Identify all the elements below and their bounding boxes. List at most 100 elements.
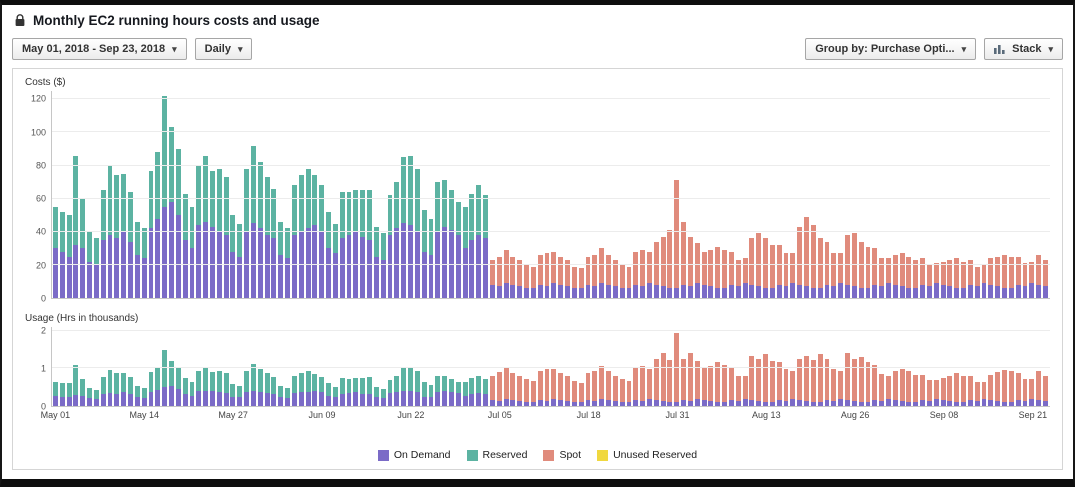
- bar[interactable]: [469, 327, 476, 406]
- bar[interactable]: [339, 327, 346, 406]
- bar[interactable]: [52, 327, 59, 406]
- bar[interactable]: [291, 327, 298, 406]
- bar[interactable]: [1042, 327, 1049, 406]
- bar[interactable]: [428, 327, 435, 406]
- bar[interactable]: [66, 327, 73, 406]
- bar[interactable]: [885, 91, 892, 298]
- bar[interactable]: [428, 91, 435, 298]
- bar[interactable]: [550, 327, 557, 406]
- bar[interactable]: [960, 91, 967, 298]
- bar[interactable]: [878, 91, 885, 298]
- bar[interactable]: [858, 91, 865, 298]
- bar[interactable]: [981, 91, 988, 298]
- bar[interactable]: [189, 91, 196, 298]
- bar[interactable]: [646, 327, 653, 406]
- bar[interactable]: [236, 91, 243, 298]
- bar[interactable]: [591, 91, 598, 298]
- bar[interactable]: [79, 327, 86, 406]
- bar[interactable]: [994, 327, 1001, 406]
- bar[interactable]: [748, 91, 755, 298]
- bar[interactable]: [578, 91, 585, 298]
- bar[interactable]: [728, 91, 735, 298]
- bar[interactable]: [182, 91, 189, 298]
- bar[interactable]: [332, 327, 339, 406]
- bar[interactable]: [503, 327, 510, 406]
- bar[interactable]: [346, 91, 353, 298]
- bar[interactable]: [578, 327, 585, 406]
- bar[interactable]: [414, 91, 421, 298]
- bar[interactable]: [748, 327, 755, 406]
- bar[interactable]: [421, 91, 428, 298]
- bar[interactable]: [940, 91, 947, 298]
- bar[interactable]: [735, 327, 742, 406]
- bar[interactable]: [851, 91, 858, 298]
- bar[interactable]: [352, 327, 359, 406]
- bar[interactable]: [632, 327, 639, 406]
- bar[interactable]: [127, 327, 134, 406]
- bar[interactable]: [1022, 327, 1029, 406]
- bar[interactable]: [851, 327, 858, 406]
- bar[interactable]: [509, 91, 516, 298]
- bar[interactable]: [653, 91, 660, 298]
- bar[interactable]: [509, 327, 516, 406]
- bar[interactable]: [564, 91, 571, 298]
- bar[interactable]: [284, 91, 291, 298]
- bar[interactable]: [400, 91, 407, 298]
- bar[interactable]: [462, 91, 469, 298]
- bar[interactable]: [817, 91, 824, 298]
- bar[interactable]: [366, 327, 373, 406]
- bar[interactable]: [475, 91, 482, 298]
- bar[interactable]: [946, 327, 953, 406]
- bar[interactable]: [803, 91, 810, 298]
- bar[interactable]: [346, 327, 353, 406]
- bar[interactable]: [148, 327, 155, 406]
- bar[interactable]: [987, 327, 994, 406]
- bar[interactable]: [387, 91, 394, 298]
- bar[interactable]: [366, 91, 373, 298]
- bar[interactable]: [933, 91, 940, 298]
- bar[interactable]: [93, 91, 100, 298]
- bar[interactable]: [687, 91, 694, 298]
- bar[interactable]: [202, 327, 209, 406]
- bar[interactable]: [824, 91, 831, 298]
- bar[interactable]: [407, 91, 414, 298]
- bar[interactable]: [619, 91, 626, 298]
- bar[interactable]: [762, 327, 769, 406]
- bar[interactable]: [783, 91, 790, 298]
- bar[interactable]: [516, 327, 523, 406]
- bar[interactable]: [557, 327, 564, 406]
- bar[interactable]: [475, 327, 482, 406]
- bar[interactable]: [202, 91, 209, 298]
- bar[interactable]: [311, 327, 318, 406]
- bar[interactable]: [298, 91, 305, 298]
- bar[interactable]: [530, 327, 537, 406]
- bar[interactable]: [687, 327, 694, 406]
- bar[interactable]: [482, 327, 489, 406]
- bar[interactable]: [113, 91, 120, 298]
- bar[interactable]: [667, 327, 674, 406]
- bar[interactable]: [230, 327, 237, 406]
- bar[interactable]: [946, 91, 953, 298]
- bar[interactable]: [981, 327, 988, 406]
- bar[interactable]: [585, 327, 592, 406]
- bar[interactable]: [919, 327, 926, 406]
- legend-item[interactable]: Reserved: [466, 449, 527, 461]
- bar[interactable]: [1028, 327, 1035, 406]
- bar[interactable]: [564, 327, 571, 406]
- bar[interactable]: [407, 327, 414, 406]
- bar[interactable]: [134, 91, 141, 298]
- bar[interactable]: [175, 327, 182, 406]
- bar[interactable]: [516, 91, 523, 298]
- bar[interactable]: [373, 91, 380, 298]
- bar[interactable]: [626, 91, 633, 298]
- bar[interactable]: [318, 91, 325, 298]
- legend-item[interactable]: On Demand: [377, 449, 451, 461]
- bar[interactable]: [783, 327, 790, 406]
- bar[interactable]: [489, 91, 496, 298]
- bar[interactable]: [305, 327, 312, 406]
- bar[interactable]: [182, 327, 189, 406]
- bar[interactable]: [899, 91, 906, 298]
- bar[interactable]: [113, 327, 120, 406]
- bar[interactable]: [940, 327, 947, 406]
- bar[interactable]: [455, 327, 462, 406]
